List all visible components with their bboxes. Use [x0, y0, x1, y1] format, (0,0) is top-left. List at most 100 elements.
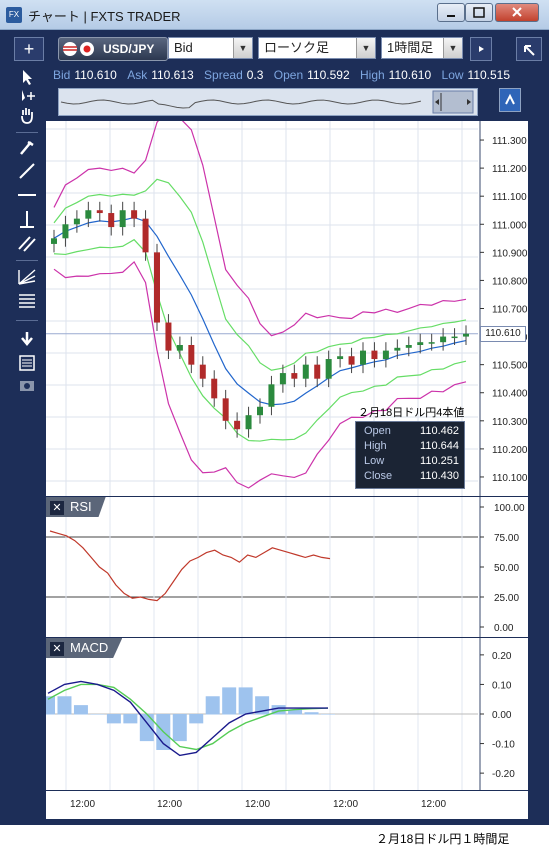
- bollinger-lower-2: [53, 260, 467, 489]
- candle-body: [371, 350, 378, 360]
- candle-body: [302, 364, 309, 379]
- add-chart-button[interactable]: +: [14, 37, 44, 61]
- price-type-value: Bid: [174, 40, 193, 55]
- candle-body: [257, 406, 263, 416]
- vertical-line-tool[interactable]: [14, 208, 40, 230]
- candle-body: [314, 364, 321, 379]
- close-icon: [512, 7, 522, 17]
- chevron-down-icon: ▼: [356, 38, 375, 58]
- download-icon: [21, 332, 33, 346]
- macd-panel[interactable]: 0.20 0.10 0.00 -0.10 -0.20 ✕ MACD: [41, 638, 528, 790]
- candle-body: [222, 398, 229, 421]
- price-axis-label: 110.200: [492, 445, 528, 456]
- price-axis-label: 110.900: [492, 248, 528, 259]
- currency-pair-selector[interactable]: USD/JPY: [58, 37, 168, 61]
- macd-line: [47, 680, 328, 757]
- candle-body: [382, 350, 389, 360]
- chart-navigator[interactable]: [58, 88, 478, 116]
- bollinger-upper-1: [53, 178, 467, 371]
- maximize-icon: [473, 7, 485, 18]
- macd-histogram-bar: [288, 709, 303, 715]
- chart-type-value: ローソク足: [264, 40, 330, 55]
- camera-icon: [20, 381, 34, 391]
- spread-label: Spread: [204, 68, 243, 82]
- price-axis-label: 111.100: [492, 192, 527, 203]
- timeframe-select[interactable]: 1時間足 ▼: [381, 37, 463, 59]
- ohlc-key: Open: [364, 425, 391, 437]
- hand-tool[interactable]: [14, 104, 40, 126]
- macd-axis-label: 0.10: [492, 680, 512, 691]
- ohlc-annotation-box: Open 110.462 High 110.644 Low 110.251 Close…: [355, 421, 465, 489]
- time-tick: 12:00: [70, 799, 96, 810]
- trend-line-tool[interactable]: [14, 160, 40, 182]
- close-icon[interactable]: ✕: [50, 641, 64, 656]
- candlestick-chart: 111.300 111.200 111.100 111.000 110.900 110.8…: [46, 108, 528, 496]
- bid-value: 110.610: [74, 68, 117, 82]
- chart-type-select[interactable]: ローソク足 ▼: [258, 37, 376, 59]
- macd-histogram-bar: [139, 714, 154, 742]
- taskbar-strip: [0, 825, 549, 849]
- candle-body: [394, 347, 401, 351]
- candle-body: [405, 345, 412, 348]
- candle-body: [268, 384, 275, 407]
- ohlc-key: High: [364, 440, 387, 452]
- macd-histogram-bar: [90, 714, 105, 715]
- close-button[interactable]: [495, 3, 539, 22]
- candle-body: [142, 218, 149, 253]
- ohlc-value: 110.430: [420, 470, 459, 482]
- price-type-select[interactable]: Bid ▼: [168, 37, 253, 59]
- time-tick: 12:00: [157, 799, 183, 810]
- macd-histogram-bar: [172, 714, 187, 742]
- download-button[interactable]: [14, 328, 40, 350]
- candle-body: [451, 336, 458, 339]
- chevron-down-icon: ▼: [233, 38, 252, 58]
- horizontal-line-tool[interactable]: [14, 184, 40, 206]
- time-tick: 12:00: [421, 799, 447, 810]
- macd-tag: ✕ MACD: [46, 638, 123, 658]
- screenshot-button[interactable]: [14, 374, 40, 396]
- candle-body: [234, 420, 241, 430]
- fibonacci-tool[interactable]: [14, 290, 40, 312]
- navigator-scroll-button[interactable]: [499, 88, 521, 112]
- toolbar-scroll-button[interactable]: [470, 37, 492, 61]
- price-axis-label: 111.000: [492, 220, 527, 231]
- channel-tool[interactable]: [14, 232, 40, 254]
- ohlc-value: 110.644: [420, 440, 459, 452]
- expand-button[interactable]: [516, 37, 542, 61]
- list-button[interactable]: [14, 352, 40, 374]
- cursor-tool[interactable]: [14, 66, 40, 88]
- close-icon[interactable]: ✕: [50, 500, 64, 515]
- list-icon: [19, 355, 35, 371]
- pencil-icon: [20, 140, 34, 155]
- rsi-panel[interactable]: 100.00 75.00 50.00 25.00 0.00 ✕ RSI: [46, 497, 528, 637]
- high-value: 110.610: [388, 68, 432, 82]
- candle-body: [119, 210, 126, 228]
- price-axis-label: 110.800: [492, 276, 528, 287]
- price-axis-label: 110.700: [492, 305, 528, 316]
- high-label: High: [359, 68, 385, 82]
- candle-body: [211, 378, 218, 399]
- rsi-axis-label: 0.00: [494, 623, 514, 634]
- open-label: Open: [273, 68, 304, 82]
- maximize-button[interactable]: [465, 3, 493, 22]
- price-axis-label: 111.200: [492, 164, 527, 175]
- hand-icon: [21, 108, 33, 124]
- ask-label: Ask: [127, 68, 148, 82]
- pencil-tool[interactable]: [14, 136, 40, 158]
- timeframe-value: 1時間足: [387, 40, 434, 55]
- rsi-label: RSI: [70, 499, 92, 514]
- crosshair-tool[interactable]: [14, 86, 40, 108]
- ohlc-value: 110.462: [420, 425, 459, 437]
- navigator-preview: [60, 90, 474, 114]
- window-title: チャート | FXTS TRADER: [28, 9, 181, 24]
- candle-body: [428, 342, 435, 344]
- rsi-axis-label: 100.00: [494, 503, 525, 514]
- ohlc-key: Close: [364, 470, 393, 482]
- minimize-button[interactable]: [437, 3, 465, 22]
- rsi-axis-label: 75.00: [494, 533, 519, 544]
- image-caption: ２月18日ドル円１時間足: [376, 832, 510, 846]
- fan-tool[interactable]: [14, 266, 40, 288]
- candle-body: [360, 350, 366, 365]
- macd-histogram-bar: [321, 714, 335, 715]
- candle-body: [165, 322, 172, 351]
